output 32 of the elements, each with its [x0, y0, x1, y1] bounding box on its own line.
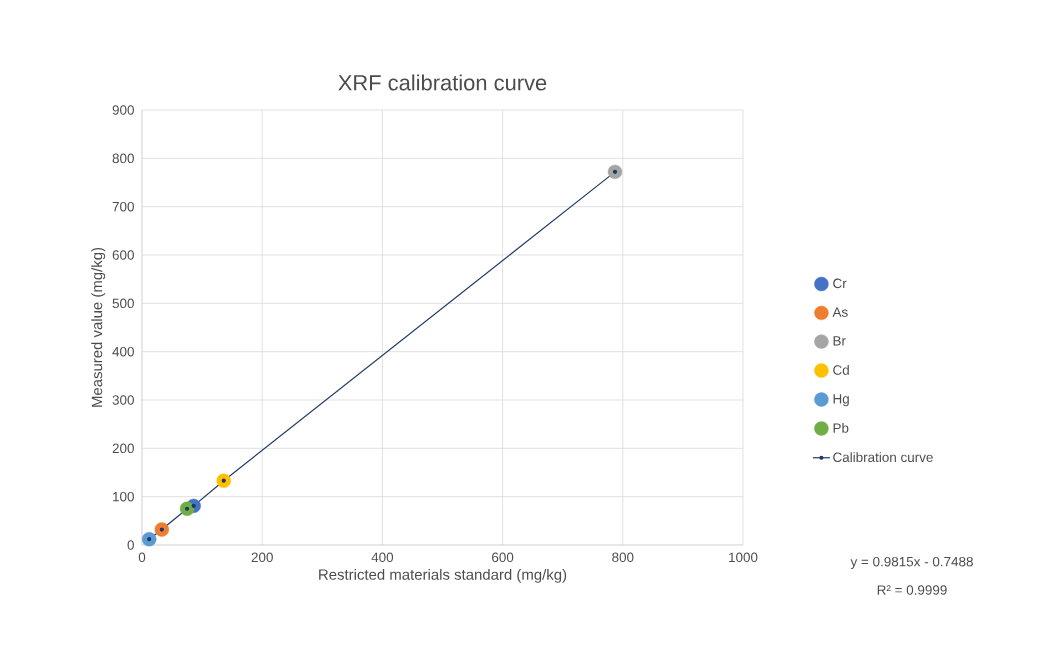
- point: [216, 473, 231, 488]
- y-tick-label: 900: [112, 105, 134, 115]
- text: y = 0.9815x - 0.7488: [850, 556, 973, 570]
- legend-label: Br: [833, 336, 846, 346]
- y-tick-label: 0: [127, 540, 134, 550]
- y-tick-label: 500: [112, 298, 134, 309]
- y-tick-label: 700: [112, 201, 134, 212]
- chart-title: XRF calibration curve: [338, 74, 547, 91]
- x-tick-label: 400: [371, 552, 394, 563]
- y-tick-label: 200: [112, 443, 134, 454]
- y-tick-label: 600: [112, 250, 134, 260]
- point: [142, 532, 157, 547]
- text: R² = 0.9999: [877, 585, 947, 595]
- legend-label: Cd: [833, 364, 849, 375]
- point: [154, 522, 170, 537]
- legend-label: Hg: [833, 394, 849, 407]
- legend-label: As: [832, 307, 848, 317]
- x-tick-label: 200: [251, 552, 273, 563]
- y-axis-title: Measured value (mg/kg): [91, 247, 106, 407]
- legend-label: Pb: [833, 422, 849, 433]
- x-tick-label: 1000: [729, 552, 758, 563]
- x-tick-label: 800: [612, 552, 634, 563]
- point: [607, 164, 623, 180]
- x-tick-label: 0: [138, 552, 146, 563]
- legend-label: Calibration curve: [833, 452, 933, 463]
- x-tick-label: 600: [492, 552, 514, 563]
- y-tick-label: 400: [112, 346, 134, 357]
- y-tick-label: 800: [112, 153, 134, 164]
- legend-label: Cr: [833, 278, 847, 289]
- y-tick-label: 300: [112, 395, 134, 405]
- y-tick-label: 100: [113, 491, 134, 502]
- x-axis-title: Restricted materials standard (mg/kg): [319, 568, 567, 583]
